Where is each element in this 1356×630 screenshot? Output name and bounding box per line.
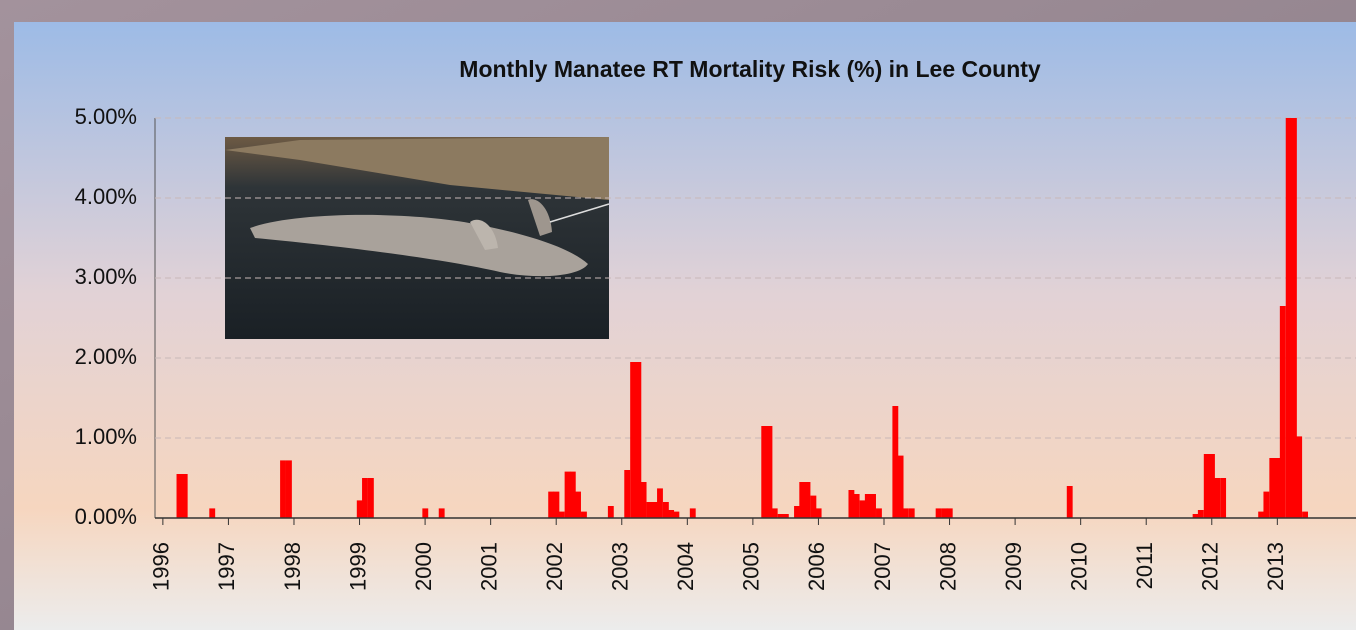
bar (209, 508, 215, 518)
bar (652, 502, 658, 518)
x-tick-label: 1996 (149, 542, 174, 591)
bar (799, 482, 805, 518)
bar (860, 500, 866, 518)
bar (942, 508, 948, 518)
y-tick-label: 0.00% (75, 504, 137, 529)
x-tick-label: 1999 (345, 542, 370, 591)
bar (1198, 510, 1204, 518)
x-tick-label: 2013 (1263, 542, 1288, 591)
bar (1263, 492, 1269, 518)
bar (848, 490, 854, 518)
bar (870, 494, 876, 518)
bar (794, 506, 800, 518)
page: Monthly Manatee RT Mortality Risk (%) in… (0, 0, 1356, 630)
x-tick-label: 1997 (214, 542, 239, 591)
bar (439, 508, 445, 518)
bar (548, 492, 554, 518)
chart-title: Monthly Manatee RT Mortality Risk (%) in… (459, 56, 1041, 82)
x-tick-label: 2004 (673, 542, 698, 591)
photo (225, 137, 609, 339)
x-tick-label: 1998 (280, 542, 305, 591)
bar (635, 362, 641, 518)
bar (362, 478, 368, 518)
bar (1214, 478, 1220, 518)
bar (286, 460, 292, 518)
y-tick-label: 3.00% (75, 264, 137, 289)
bar (805, 482, 811, 518)
bar (876, 508, 882, 518)
bar (892, 406, 898, 518)
x-tick-label: 2001 (476, 542, 501, 591)
bar (1296, 436, 1302, 518)
bar (772, 508, 778, 518)
y-tick-label: 2.00% (75, 344, 137, 369)
bar (565, 472, 571, 518)
bar (641, 482, 647, 518)
bar (657, 488, 663, 518)
bar (936, 508, 942, 518)
bar (280, 460, 286, 518)
bar (559, 512, 565, 518)
y-tick-label: 5.00% (75, 104, 137, 129)
bar (761, 426, 767, 518)
bar (668, 510, 674, 518)
bar (368, 478, 374, 518)
bar (1302, 512, 1308, 518)
x-tick-label: 2007 (870, 542, 895, 591)
bar (673, 512, 679, 518)
x-tick-label: 2006 (804, 542, 829, 591)
bar (854, 494, 860, 518)
bar (1067, 486, 1073, 518)
bar (177, 474, 183, 518)
x-tick-label: 2003 (608, 542, 633, 591)
bar (1258, 512, 1264, 518)
bar (1209, 454, 1215, 518)
bar (816, 508, 822, 518)
bar (810, 496, 816, 518)
bar (630, 362, 636, 518)
bar (575, 492, 581, 518)
bar (182, 474, 188, 518)
y-tick-label: 1.00% (75, 424, 137, 449)
bar (1204, 454, 1210, 518)
bar (553, 492, 559, 518)
y-tick-label: 4.00% (75, 184, 137, 209)
bar (909, 508, 915, 518)
bar (865, 494, 871, 518)
x-tick-label: 2011 (1132, 542, 1157, 589)
bar (947, 508, 953, 518)
bar (903, 508, 909, 518)
x-tick-label: 2012 (1198, 542, 1223, 591)
bar (357, 500, 363, 518)
bar (767, 426, 773, 518)
bar (1275, 458, 1281, 518)
panel (14, 22, 1356, 630)
bar (1291, 118, 1297, 518)
bar (647, 502, 653, 518)
bar (1286, 118, 1292, 518)
x-tick-label: 2002 (542, 542, 567, 591)
x-tick-label: 2010 (1066, 542, 1091, 591)
bar (1280, 306, 1286, 518)
bar (608, 506, 614, 518)
chart: Monthly Manatee RT Mortality Risk (%) in… (0, 0, 1356, 630)
bar (690, 508, 696, 518)
x-tick-label: 2000 (411, 542, 436, 591)
bar (581, 512, 587, 518)
bar (422, 508, 428, 518)
bar (624, 470, 630, 518)
bar (1269, 458, 1275, 518)
x-tick-label: 2005 (739, 542, 764, 591)
bar (570, 472, 576, 518)
bar (663, 502, 669, 518)
bar (1220, 478, 1226, 518)
x-tick-label: 2008 (935, 542, 960, 591)
x-tick-label: 2009 (1001, 542, 1026, 591)
bar (898, 456, 904, 518)
